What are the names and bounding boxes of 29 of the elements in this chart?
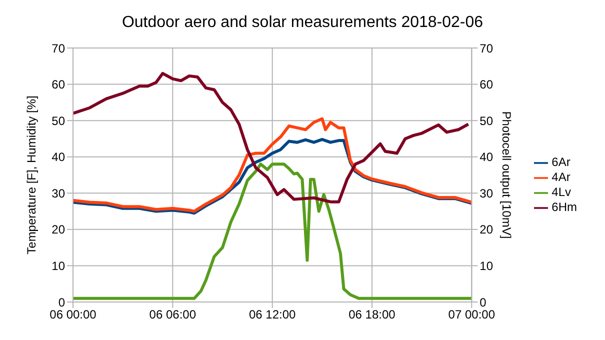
- y2-tick-label: 0: [480, 295, 487, 310]
- y2-tick-label: 60: [480, 78, 494, 92]
- y-axis-title: Temperature [F], Humidity [%]: [24, 96, 38, 254]
- legend-label: 6Hm: [552, 200, 577, 214]
- legend-label: 6Ar: [552, 155, 570, 170]
- x-tick-label: 06 06:00: [149, 308, 196, 322]
- y2-axis-title: Photocell output [10mV]: [499, 111, 514, 239]
- y-tick-label: 30: [52, 186, 66, 200]
- line-series: [73, 72, 470, 204]
- legend-label: 4Lv: [552, 185, 572, 199]
- y2-tick-label: 40: [480, 150, 494, 164]
- chart-title: Outdoor aero and solar measurements 2018-02-06: [120, 13, 484, 33]
- x-tick-label: 07 00:00: [448, 308, 496, 322]
- y-tick-label: 0: [58, 295, 66, 310]
- x-tick-label: 06 00:00: [50, 308, 97, 322]
- y-tick-label: 50: [52, 114, 66, 128]
- legend-label: 4Ar: [552, 170, 570, 184]
- x-tick-label: 06 12:00: [248, 308, 296, 322]
- y2-tick-label: 50: [480, 114, 494, 128]
- y-tick-label: 60: [52, 78, 66, 92]
- y2-tick-label: 30: [480, 186, 494, 200]
- y-tick-label: 70: [52, 41, 66, 56]
- y-tick-label: 10: [52, 258, 66, 273]
- y2-tick-label: 20: [480, 222, 494, 237]
- y2-tick-label: 10: [480, 258, 494, 273]
- y-tick-label: 20: [52, 222, 66, 237]
- y-tick-label: 40: [52, 150, 66, 164]
- x-tick-label: 06 18:00: [348, 308, 396, 322]
- y2-tick-label: 70: [480, 41, 494, 56]
